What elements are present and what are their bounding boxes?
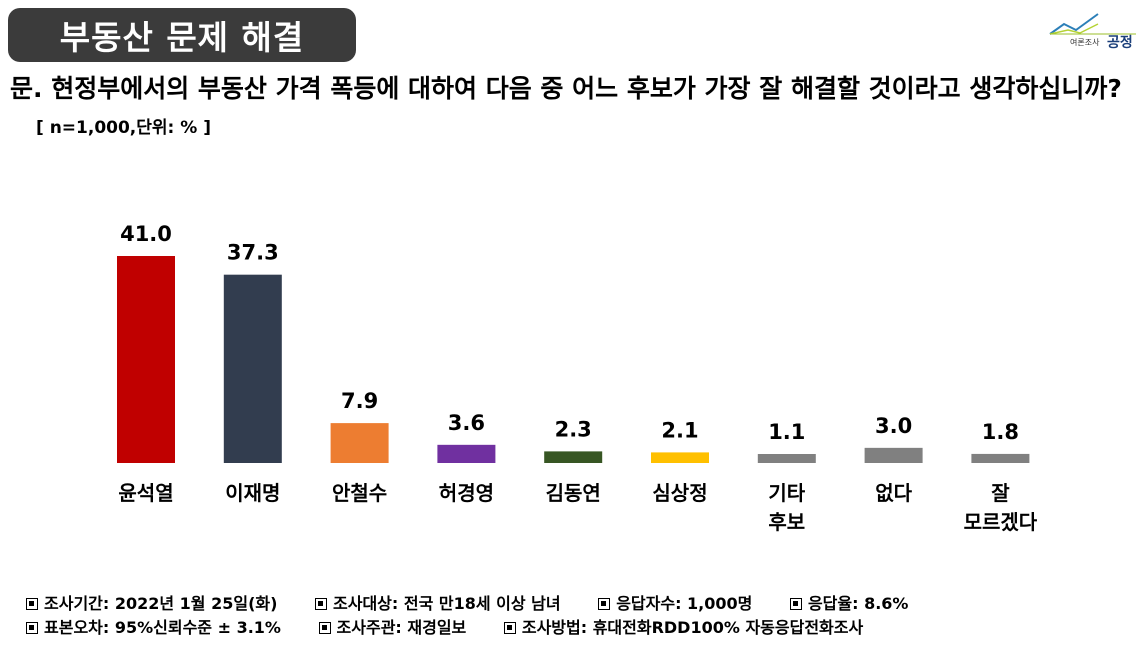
bullet-square-icon: [26, 598, 38, 610]
bullet-square-icon: [789, 598, 802, 610]
category-label-3-0: 허경영: [439, 481, 494, 505]
survey-response-rate: 응답율: 8.6%: [789, 592, 908, 616]
survey-target: 조사대상: 전국 만18세 이상 남녀: [315, 592, 561, 616]
category-label-1-0: 이재명: [225, 481, 280, 505]
category-label-0-0: 윤석열: [118, 481, 173, 505]
survey-respondents: 응답자수: 1,000명: [598, 592, 752, 616]
page-title: 부동산 문제 해결: [59, 18, 305, 57]
survey-period: 조사기간: 2022년 1월 25일(화): [26, 592, 277, 616]
value-label-1: 37.3: [227, 241, 279, 265]
bullet-square-icon: [315, 598, 328, 610]
bullet-square-icon: [598, 598, 611, 610]
category-label-6-1: 후보: [768, 510, 805, 534]
survey-info: 조사기간: 2022년 1월 25일(화) 조사대상: 전국 만18세 이상 남…: [26, 592, 908, 640]
category-label-8-0: 잘: [991, 481, 1010, 505]
bar-0: [117, 256, 175, 463]
bar-4: [544, 451, 603, 463]
value-label-2: 7.9: [341, 389, 378, 413]
survey-error: 표본오차: 95%신뢰수준 ± 3.1%: [26, 616, 281, 640]
value-label-4: 2.3: [555, 417, 592, 441]
pollster-logo: 여론조사 공정: [1046, 10, 1142, 51]
logo-brand-text: 공정: [1107, 35, 1133, 51]
bar-1: [223, 274, 282, 463]
survey-info-row-2: 표본오차: 95%신뢰수준 ± 3.1% 조사주관: 재경일보 조사방법: 휴대…: [26, 616, 908, 640]
sample-note: [ n=1,000,단위: % ]: [36, 118, 211, 138]
question-block: 문. 현정부에서의 부동산 가격 폭등에 대하여 다음 중 어느 후보가 가장 …: [10, 71, 1140, 146]
bar-chart: 41.0 윤석열 37.3 이재명 7.9 안철수 3.6 허경영 2.3 김동연 2.1 심상정 1.…: [117, 222, 1038, 534]
value-label-3: 3.6: [448, 411, 485, 435]
bar-7: [864, 447, 923, 463]
bullet-square-icon: [26, 622, 38, 634]
value-label-5: 2.1: [661, 418, 698, 442]
survey-method: 조사방법: 휴대전화RDD100% 자동응답전화조사: [503, 616, 863, 640]
bar-2: [330, 423, 389, 463]
bar-8: [971, 453, 1030, 463]
value-label-8: 1.8: [982, 420, 1019, 444]
title-badge: 부동산 문제 해결: [8, 8, 356, 62]
bar-3: [437, 444, 496, 463]
category-label-8-1: 모르겠다: [964, 510, 1038, 534]
value-label-6: 1.1: [768, 420, 805, 444]
bar-6: [757, 454, 816, 463]
value-label-0: 41.0: [120, 222, 172, 246]
bullet-square-icon: [503, 622, 516, 634]
category-label-6-0: 기타: [768, 481, 805, 505]
category-label-2-0: 안철수: [332, 481, 387, 505]
category-label-4-0: 김동연: [546, 481, 601, 505]
bullet-square-icon: [318, 622, 331, 634]
logo-chart-icon: [1049, 13, 1136, 35]
category-label-7-0: 없다: [875, 481, 912, 505]
logo-small-text: 여론조사: [1070, 38, 1100, 47]
value-label-7: 3.0: [875, 414, 912, 438]
survey-info-row-1: 조사기간: 2022년 1월 25일(화) 조사대상: 전국 만18세 이상 남…: [26, 592, 908, 616]
bar-5: [651, 452, 709, 463]
category-label-5-0: 심상정: [652, 481, 707, 505]
survey-sponsor: 조사주관: 재경일보: [318, 616, 466, 640]
question-text: 문. 현정부에서의 부동산 가격 폭등에 대하여 다음 중 어느 후보가 가장 …: [10, 74, 1122, 103]
